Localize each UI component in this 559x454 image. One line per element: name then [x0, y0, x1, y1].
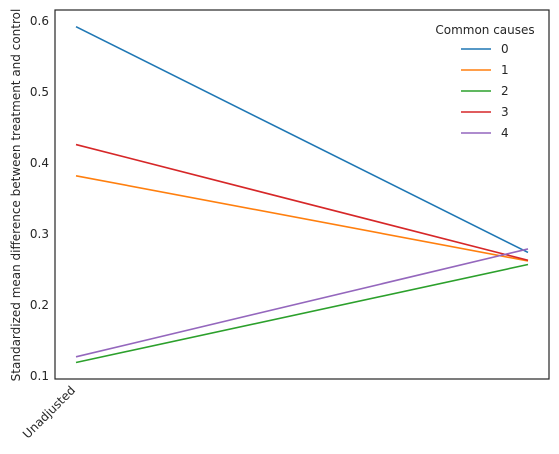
y-tick-label: 0.1 — [30, 369, 49, 383]
y-tick-label: 0.3 — [30, 227, 49, 241]
x-tick-label: Unadjusted — [20, 383, 78, 441]
series-line-0 — [75, 25, 529, 254]
y-tick-label: 0.6 — [30, 14, 49, 28]
y-axis-label: Standardized mean difference between tre… — [9, 9, 23, 382]
series-lines — [75, 25, 529, 364]
series-line-3 — [75, 143, 529, 262]
legend: Common causes 0 1 2 3 4 — [435, 23, 534, 140]
legend-title: Common causes — [435, 23, 534, 37]
series-line-1 — [75, 174, 529, 262]
series-line-4 — [75, 248, 529, 358]
y-tick-label: 0.4 — [30, 156, 49, 170]
legend-label-4: 4 — [501, 126, 509, 140]
legend-label-0: 0 — [501, 42, 509, 56]
legend-label-2: 2 — [501, 84, 509, 98]
plot-frame — [54, 9, 550, 380]
x-axis-ticks: Unadjusted — [20, 383, 78, 441]
legend-label-1: 1 — [501, 63, 509, 77]
y-tick-label: 0.2 — [30, 298, 49, 312]
y-tick-label: 0.5 — [30, 85, 49, 99]
legend-items: 0 1 2 3 4 — [461, 42, 509, 140]
legend-label-3: 3 — [501, 105, 509, 119]
y-axis-ticks: 0.1 0.2 0.3 0.4 0.5 0.6 — [30, 14, 49, 383]
series-line-2 — [75, 263, 529, 364]
